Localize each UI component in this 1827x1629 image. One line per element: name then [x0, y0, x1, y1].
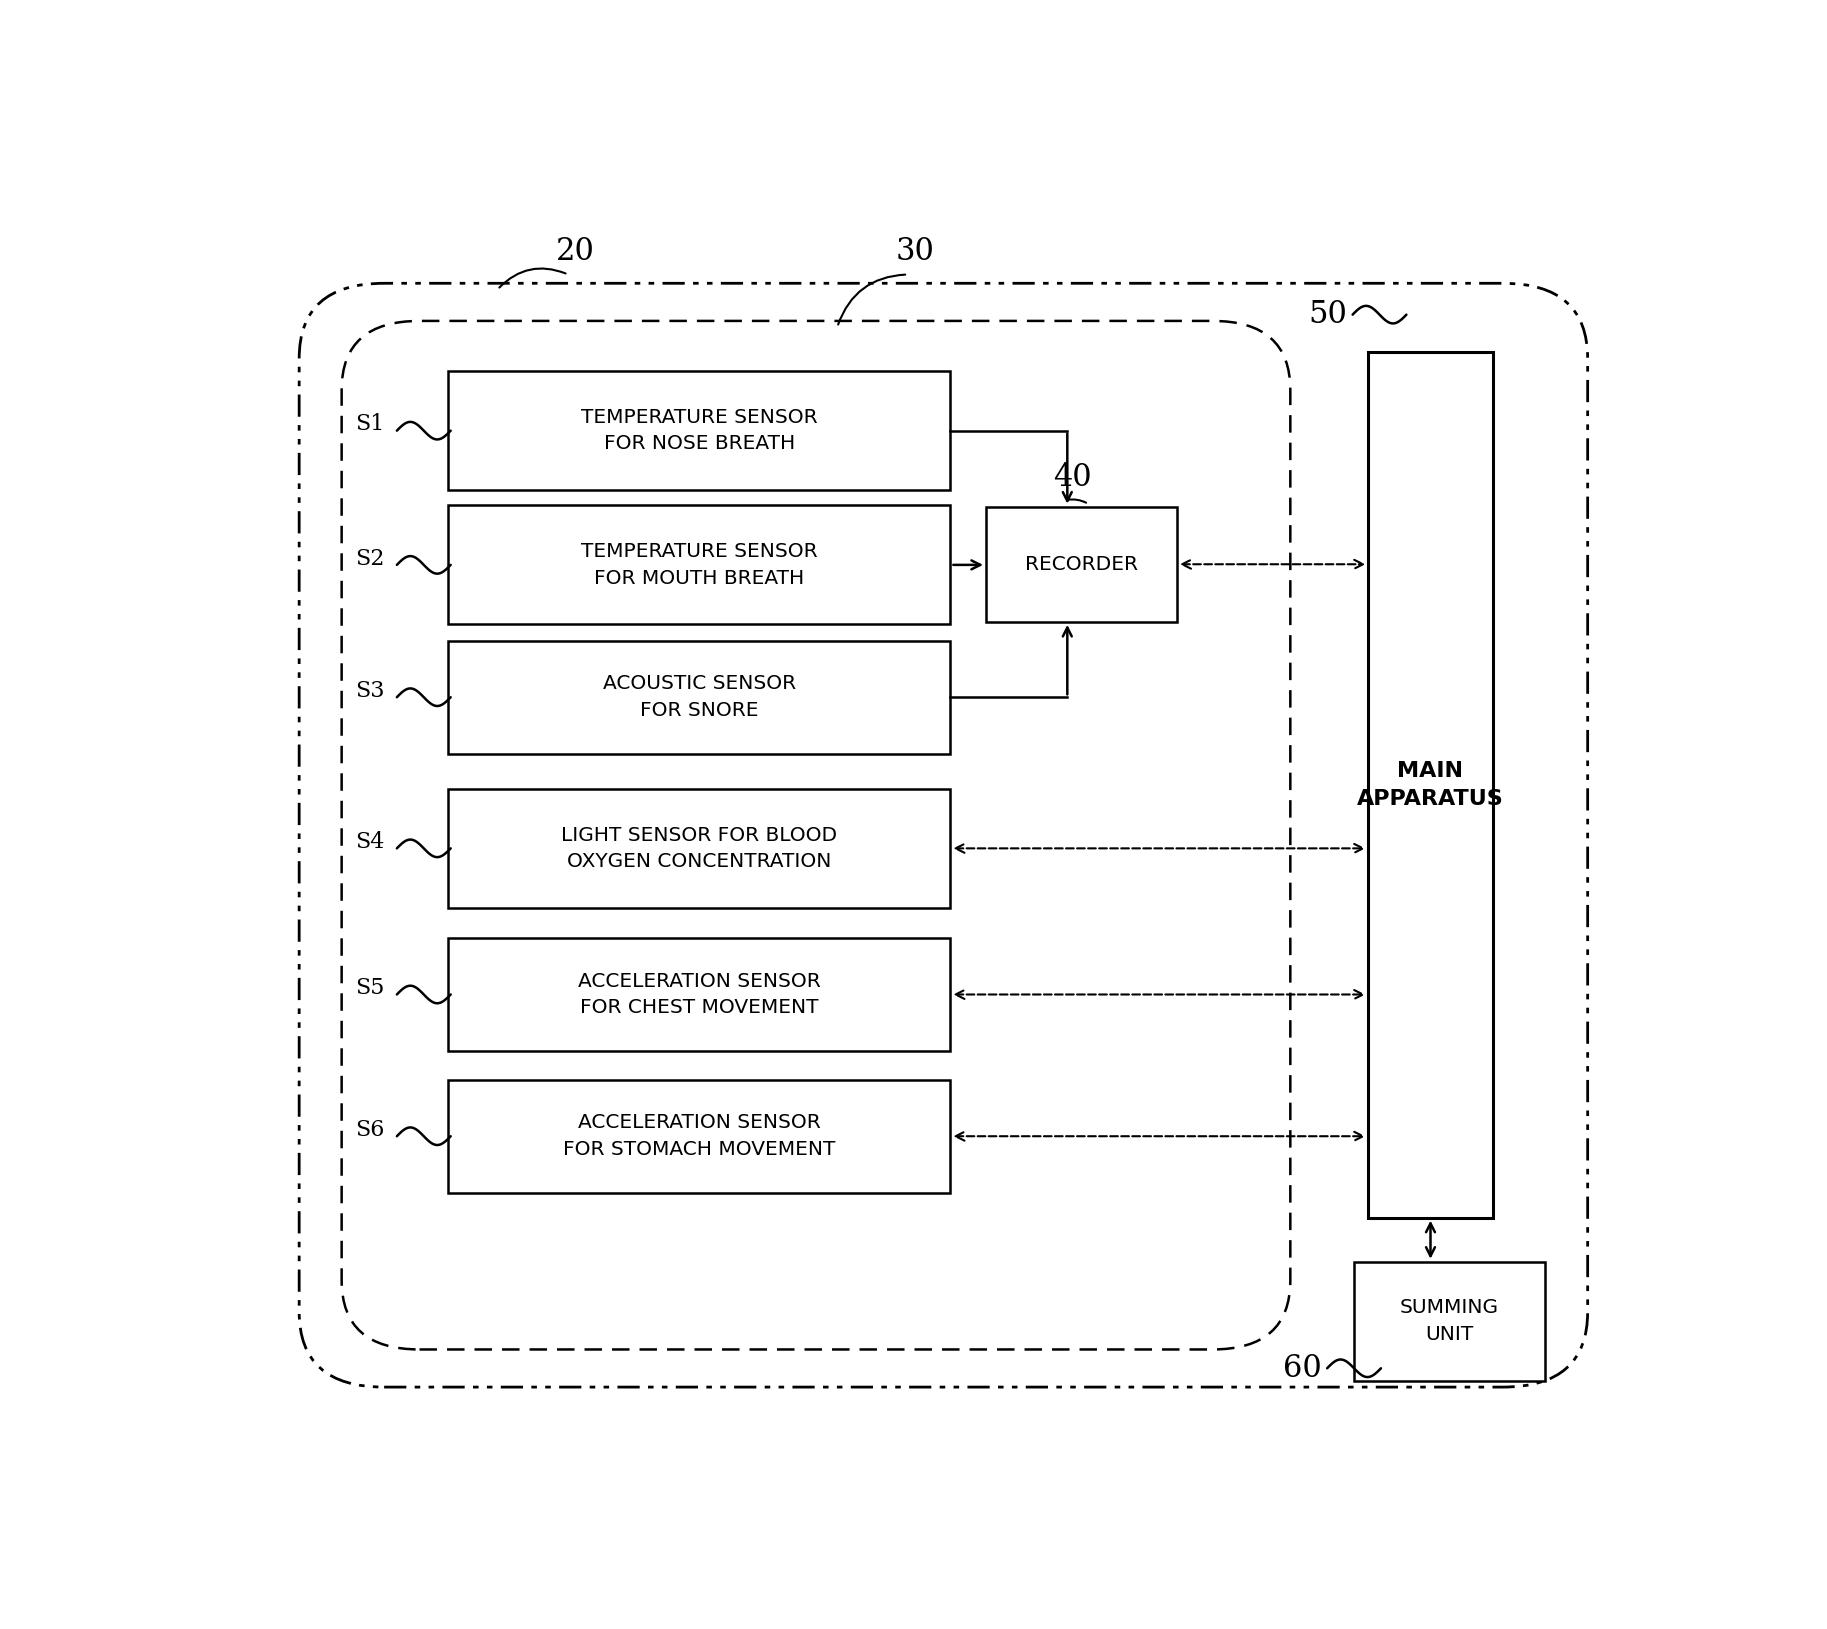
Text: S6: S6	[354, 1119, 385, 1140]
Text: LIGHT SENSOR FOR BLOOD
OXYGEN CONCENTRATION: LIGHT SENSOR FOR BLOOD OXYGEN CONCENTRAT…	[561, 826, 837, 872]
Text: 60: 60	[1283, 1352, 1321, 1383]
Text: S3: S3	[354, 679, 385, 702]
Text: SUMMING
UNIT: SUMMING UNIT	[1399, 1298, 1500, 1344]
Text: 40: 40	[1052, 463, 1091, 494]
Text: S2: S2	[354, 547, 385, 570]
Bar	[448, 371, 950, 490]
Bar	[1368, 352, 1493, 1218]
Text: S5: S5	[354, 977, 385, 999]
Bar	[448, 938, 950, 1051]
Bar	[448, 640, 950, 754]
Text: TEMPERATURE SENSOR
FOR MOUTH BREATH: TEMPERATURE SENSOR FOR MOUTH BREATH	[581, 542, 817, 588]
Text: TEMPERATURE SENSOR
FOR NOSE BREATH: TEMPERATURE SENSOR FOR NOSE BREATH	[581, 407, 817, 453]
Text: S4: S4	[354, 831, 385, 854]
Text: MAIN
APPARATUS: MAIN APPARATUS	[1357, 761, 1504, 810]
Bar	[1354, 1262, 1546, 1381]
Text: 30: 30	[895, 236, 935, 267]
Text: 50: 50	[1308, 300, 1346, 331]
Text: ACCELERATION SENSOR
FOR CHEST MOVEMENT: ACCELERATION SENSOR FOR CHEST MOVEMENT	[577, 973, 820, 1016]
Bar	[448, 505, 950, 624]
Bar	[987, 507, 1177, 622]
Bar	[448, 788, 950, 907]
Text: ACOUSTIC SENSOR
FOR SNORE: ACOUSTIC SENSOR FOR SNORE	[603, 674, 797, 720]
Text: ACCELERATION SENSOR
FOR STOMACH MOVEMENT: ACCELERATION SENSOR FOR STOMACH MOVEMENT	[563, 1114, 835, 1158]
Text: S1: S1	[354, 414, 385, 435]
Text: RECORDER: RECORDER	[1025, 555, 1138, 573]
Text: 20: 20	[555, 236, 596, 267]
Bar	[448, 1080, 950, 1192]
